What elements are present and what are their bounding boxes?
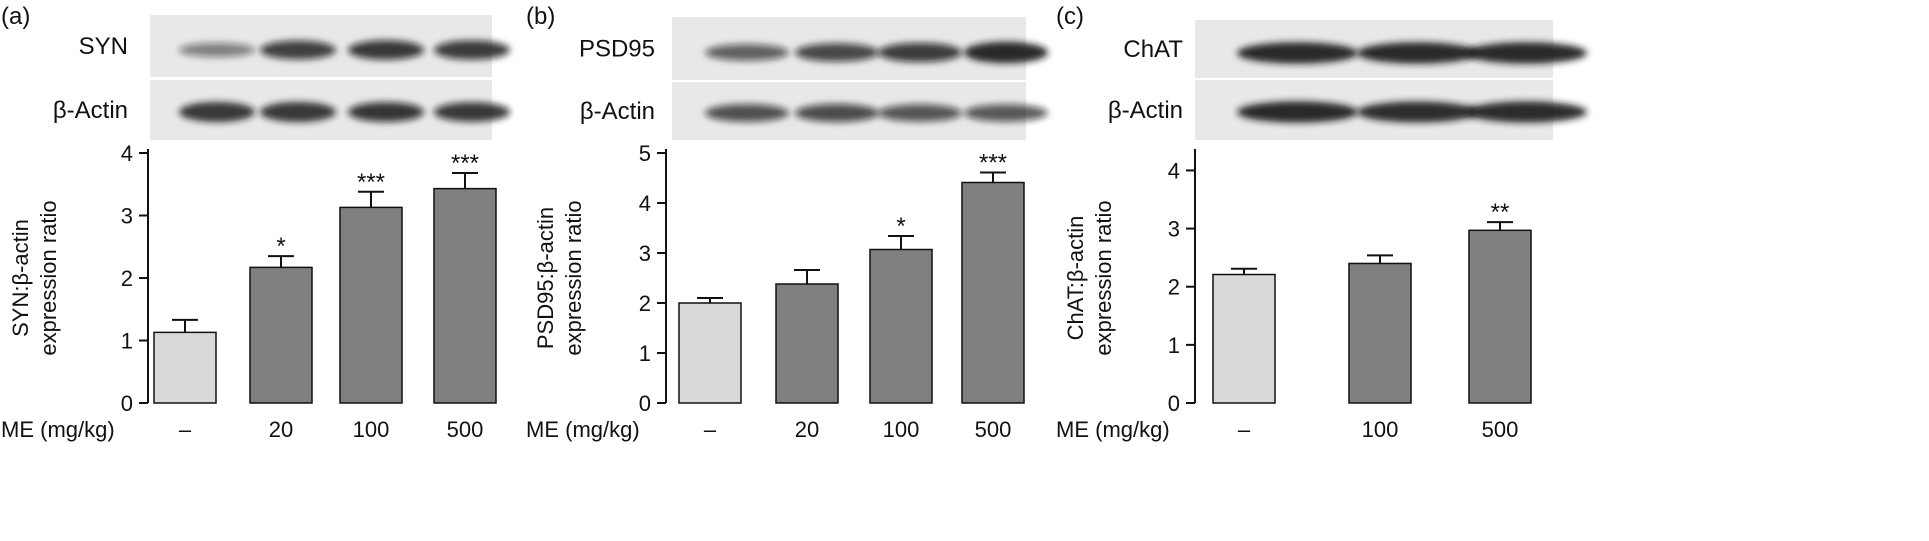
x-tick-label: 100 [1362,417,1399,442]
x-tick-label: – [1238,417,1251,442]
y-tick-label: 1 [1168,333,1180,358]
y-tick-label: 3 [1168,217,1180,242]
x-tick-label: 100 [353,417,390,442]
y-axis-label-line-2: expression ratio [1091,200,1116,355]
blot-row-label: β-Actin [1108,97,1183,124]
y-axis-label-line-1: ChAT:β-actin [1063,216,1088,341]
panel-c: (c) ChAT β-Actin 0 1 2 3 4 ChAT:β-actin expressio… [1056,3,1587,442]
x-tick-label: 500 [447,417,484,442]
significance-marker: *** [451,150,479,177]
y-axis-label-line-1: PSD95:β-actin [533,207,558,349]
x-tick-label: 20 [269,417,293,442]
y-tick-label: 1 [639,341,651,366]
y-tick-label: 4 [639,191,651,216]
y-tick-label: 1 [121,329,133,354]
x-tick-label: 100 [883,417,920,442]
blot-band [964,104,1048,122]
bar [339,206,403,404]
x-tick-label: – [179,417,192,442]
blot-row-label: SYN [79,33,128,60]
y-tick-label: 5 [639,141,651,166]
bar [869,248,933,404]
x-axis-label: ME (mg/kg) [1,417,115,442]
y-axis-label: ChAT:β-actin expression ratio [1063,200,1116,355]
blot-band [705,104,789,122]
y-tick-label: 4 [121,141,133,166]
blot-band [348,102,424,122]
blot-band [795,103,879,123]
blot-row-label: β-Actin [53,97,128,124]
panel-label: (b) [526,3,555,30]
y-tick-label: 2 [639,291,651,316]
y-tick-label: 2 [1168,275,1180,300]
blot-row-label: PSD95 [579,36,655,63]
blot-band [1237,42,1358,64]
blot-row-label: ChAT [1123,36,1183,63]
blot-band [179,42,255,58]
blot-band [964,41,1048,64]
y-tick-label: 2 [121,266,133,291]
blot-band [1466,42,1587,64]
blot-band [434,102,510,122]
panel-b: (b) PSD95 β-Actin 0 1 2 3 4 5 PSD95:β-actin expres… [526,3,1048,442]
blot-band [260,40,336,60]
blot-band [260,101,336,123]
y-axis-label-line-1: SYN:β-actin [8,219,33,337]
blot-band [1357,101,1478,123]
bar [961,181,1025,404]
x-tick-label: 500 [975,417,1012,442]
significance-marker: *** [357,169,385,196]
blot-row-label: β-Actin [580,98,655,125]
x-axis-label: ME (mg/kg) [1056,417,1170,442]
x-tick-label: 500 [1482,417,1519,442]
bar [1212,273,1276,404]
blot-band [705,44,789,61]
bar [433,187,497,404]
y-tick-label: 0 [639,391,651,416]
significance-marker: * [896,213,905,240]
x-tick-label: – [704,417,717,442]
y-axis-label: PSD95:β-actin expression ratio [533,200,586,355]
x-tick-label: 20 [795,417,819,442]
y-tick-label: 0 [1168,391,1180,416]
bar [775,283,839,404]
significance-marker: * [276,233,285,260]
significance-marker: *** [979,150,1007,177]
blot-band [434,40,510,60]
x-axis-label: ME (mg/kg) [526,417,640,442]
y-tick-label: 3 [639,241,651,266]
y-axis-label-line-2: expression ratio [561,200,586,355]
blot-band [878,42,962,63]
panel-a: (a) SYN β-Actin 0 1 2 3 4 SYN:β-actin expression … [1,3,510,442]
blot-band [348,40,424,60]
panel-label: (a) [1,3,30,30]
bar [1468,229,1532,404]
y-tick-label: 3 [121,204,133,229]
bar [249,266,313,404]
significance-marker: ** [1491,199,1510,226]
panel-label: (c) [1056,3,1084,30]
y-axis-label-line-2: expression ratio [36,200,61,355]
blot-band [1237,101,1358,123]
bar [153,331,217,404]
blot-band [878,104,962,122]
bar [678,302,742,404]
bar [1348,262,1412,404]
y-axis-label: SYN:β-actin expression ratio [8,200,61,355]
blot-band [1357,42,1478,64]
y-tick-label: 4 [1168,158,1180,183]
blot-band [795,43,879,62]
blot-band [179,101,255,123]
y-tick-label: 0 [121,391,133,416]
blot-band [1466,101,1587,123]
